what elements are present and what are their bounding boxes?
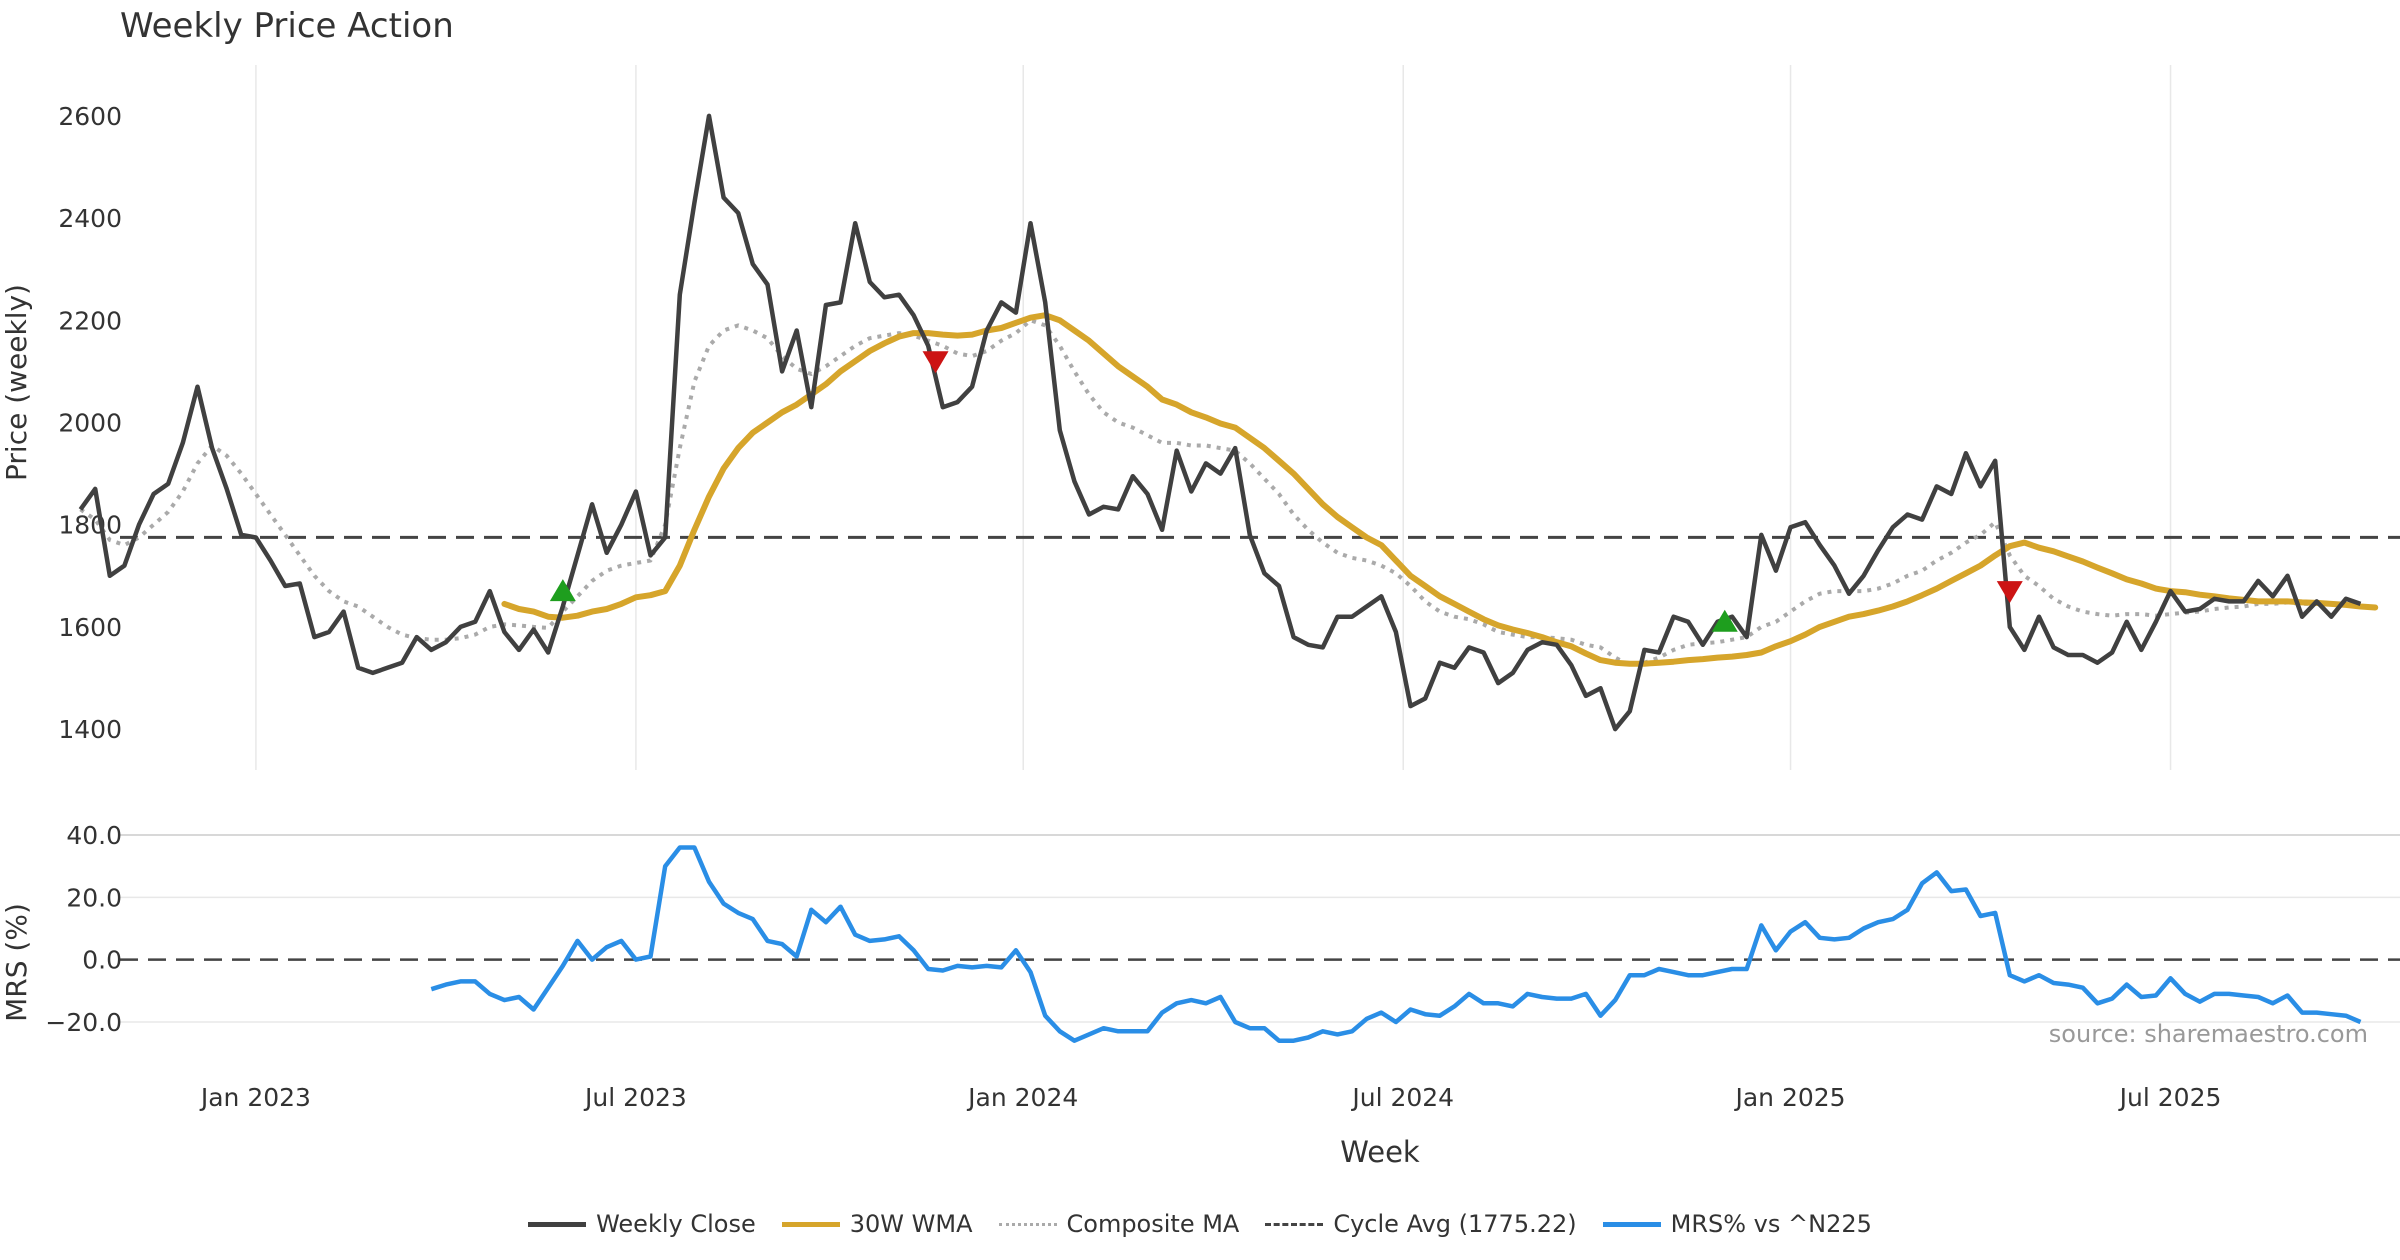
legend-swatch-close <box>528 1221 587 1227</box>
x-axis-label: Week <box>1340 1135 1420 1169</box>
sell-signal-marker <box>1996 581 2023 604</box>
weekly-close-line <box>78 113 2362 732</box>
legend-swatch-wma <box>781 1221 840 1227</box>
legend-item-mrs: MRS% vs ^N225 <box>1602 1210 1872 1238</box>
legend-item-close: Weekly Close <box>528 1210 756 1238</box>
mrs-line <box>430 845 2362 1043</box>
legend-item-cycle: Cycle Avg (1775.22) <box>1265 1210 1577 1238</box>
x-tick-label: Jul 2024 <box>1350 1083 1454 1112</box>
legend-item-composite: Composite MA <box>998 1210 1240 1238</box>
price-y-tick-label: 2600 <box>58 102 122 131</box>
legend-swatch-composite <box>998 1222 1057 1226</box>
legend-label-close: Weekly Close <box>596 1210 756 1238</box>
price-y-axis-label: Price (weekly) <box>0 284 33 481</box>
chart-title: Weekly Price Action <box>120 6 454 46</box>
mrs-y-tick-label: 20.0 <box>66 883 122 912</box>
mrs-y-tick-label: 0.0 <box>82 946 122 975</box>
x-tick-label: Jan 2024 <box>966 1083 1078 1112</box>
legend-label-mrs: MRS% vs ^N225 <box>1670 1210 1872 1238</box>
mrs-y-tick-label: −20.0 <box>45 1008 122 1037</box>
legend-label-composite: Composite MA <box>1066 1210 1240 1238</box>
wma-line <box>501 312 2379 667</box>
legend-label-wma: 30W WMA <box>849 1210 973 1238</box>
x-tick-label: Jan 2025 <box>1733 1083 1845 1112</box>
composite-ma-line <box>79 318 2346 668</box>
x-tick-label: Jul 2023 <box>583 1083 687 1112</box>
legend: Weekly Close 30W WMA Composite MA Cycle … <box>0 1210 2400 1238</box>
x-tick-label: Jul 2025 <box>2118 1083 2222 1112</box>
price-y-tick-label: 2000 <box>58 409 122 438</box>
buy-signal-marker <box>549 579 576 602</box>
price-y-tick-label: 1400 <box>58 715 122 744</box>
sell-signal-marker <box>922 351 949 374</box>
x-tick-label: Jan 2023 <box>199 1083 311 1112</box>
price-y-tick-label: 2400 <box>58 204 122 233</box>
price-y-tick-label: 2200 <box>58 306 122 335</box>
mrs-y-axis-label: MRS (%) <box>0 903 33 1022</box>
legend-swatch-cycle <box>1265 1222 1324 1226</box>
mrs-y-tick-label: 40.0 <box>66 821 122 850</box>
source-credit: source: sharemaestro.com <box>2048 1020 2368 1048</box>
legend-item-wma: 30W WMA <box>781 1210 973 1238</box>
buy-signal-marker <box>1711 609 1738 632</box>
price-y-tick-label: 1600 <box>58 613 122 642</box>
legend-swatch-mrs <box>1602 1221 1661 1227</box>
legend-label-cycle: Cycle Avg (1775.22) <box>1333 1210 1577 1238</box>
